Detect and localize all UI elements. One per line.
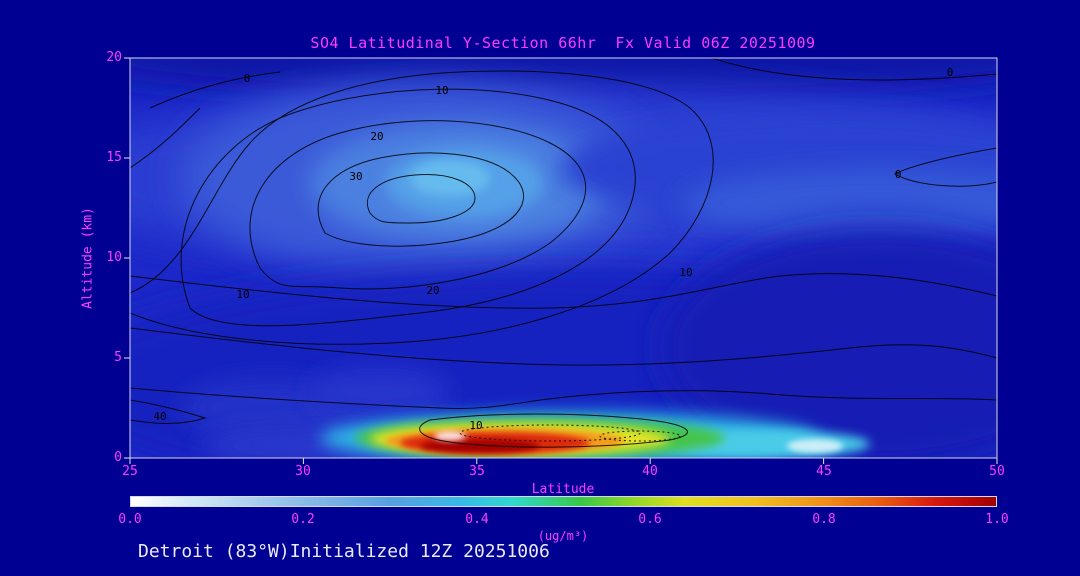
x-tick-label: 40	[642, 464, 658, 479]
x-axis-label: Latitude	[531, 482, 595, 497]
plot-title: SO4 Latitudinal Y-Section 66hr Fx Valid …	[310, 34, 816, 52]
contour-label: 10	[469, 419, 482, 432]
colorbar-tick-label: 0.0	[118, 512, 142, 527]
contour-label: 40	[153, 410, 166, 423]
colorbar	[130, 496, 997, 507]
contour-label: 10	[435, 84, 448, 97]
contour-label: 10	[679, 266, 692, 279]
footer-run-info: Detroit (83°W)Initialized 12Z 20251006	[138, 541, 550, 562]
contour-label: 30	[349, 170, 362, 183]
colorbar-tick-label: 0.6	[638, 512, 662, 527]
x-tick-label: 45	[816, 464, 832, 479]
y-tick-label: 0	[114, 450, 122, 465]
axis-tick-marks	[124, 57, 998, 464]
contour-label: 10	[236, 288, 249, 301]
y-tick-label: 5	[114, 350, 122, 365]
x-tick-label: 25	[122, 464, 138, 479]
x-tick-label: 50	[989, 464, 1005, 479]
colorbar-tick-label: 0.4	[465, 512, 489, 527]
filled-contour-field	[130, 58, 997, 458]
contour-lines	[130, 58, 997, 448]
y-tick-label: 20	[106, 50, 122, 65]
contour-label: 20	[426, 284, 439, 297]
contour-label: 0	[947, 66, 954, 79]
contour-plot: 0 10 20 30 20 10 10 0 0 40 10	[124, 57, 998, 464]
y-tick-label: 15	[106, 150, 122, 165]
y-tick-label: 10	[106, 250, 122, 265]
colorbar-tick-label: 1.0	[985, 512, 1009, 527]
plot-frame	[129, 57, 998, 459]
contour-line-labels: 0 10 20 30 20 10 10 0 0 40 10	[153, 66, 953, 432]
colorbar-units-label: (ug/m³)	[537, 529, 589, 543]
contour-label: 0	[895, 168, 902, 181]
contour-label: 20	[370, 130, 383, 143]
contour-label: 0	[244, 72, 251, 85]
x-tick-label: 35	[469, 464, 485, 479]
colorbar-tick-label: 0.2	[291, 512, 315, 527]
x-tick-label: 30	[295, 464, 311, 479]
colorbar-tick-label: 0.8	[812, 512, 836, 527]
